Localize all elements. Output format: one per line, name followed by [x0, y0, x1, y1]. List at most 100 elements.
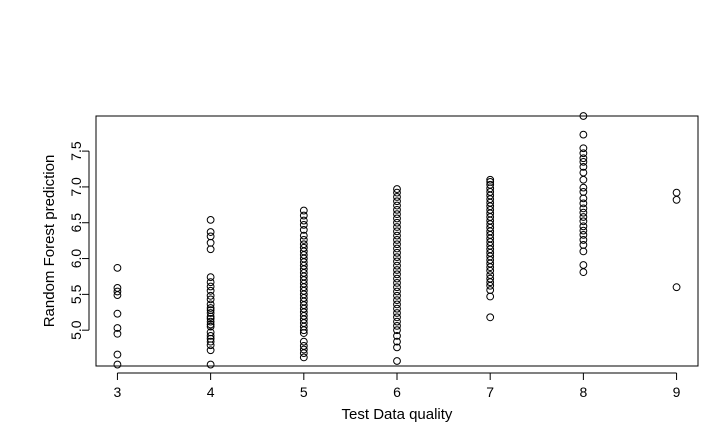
data-point [393, 313, 401, 322]
data-point [393, 214, 401, 223]
data-point [393, 337, 401, 346]
data-point [393, 248, 401, 257]
y-tick-label: 7.5 [68, 141, 84, 161]
data-point [206, 317, 215, 326]
data-point [206, 328, 215, 337]
data-point [393, 227, 401, 236]
data-point [299, 220, 308, 229]
data-point [206, 286, 215, 295]
data-point [393, 261, 401, 270]
data-point [206, 238, 215, 247]
plot-box [95, 115, 699, 367]
data-point [579, 188, 588, 196]
data-point [393, 188, 401, 197]
data-point [206, 337, 215, 346]
data-point [206, 314, 215, 323]
data-point [393, 231, 401, 240]
data-point [393, 317, 401, 326]
data-point [206, 282, 215, 291]
data-point [393, 283, 401, 292]
data-point [206, 322, 215, 331]
data-point [393, 240, 401, 249]
y-tick-label: 5.0 [68, 320, 84, 340]
data-point [113, 309, 122, 318]
x-tick-label: 4 [207, 384, 215, 400]
data-point [113, 287, 122, 296]
data-point [393, 332, 401, 340]
data-point [206, 278, 215, 287]
data-point [393, 223, 401, 231]
data-point [113, 360, 122, 369]
data-point [579, 130, 588, 139]
data-point [393, 304, 401, 313]
data-point [299, 216, 308, 225]
data-point [206, 291, 215, 300]
y-axis: 5.0 5.5 6.0 6.5 7.0 7.5 [68, 141, 90, 340]
data-point [579, 157, 588, 166]
data-point [486, 286, 495, 294]
x-tick-label: 8 [579, 384, 587, 400]
x-axis-title: Test Data quality [342, 406, 453, 423]
y-tick-label: 6.5 [68, 213, 84, 233]
data-point [579, 261, 588, 269]
data-point [393, 185, 401, 193]
data-point [393, 326, 401, 335]
data-point [206, 300, 215, 309]
data-point [393, 291, 401, 300]
data-points [113, 112, 681, 369]
data-point [393, 357, 401, 365]
data-point [579, 199, 588, 208]
data-point [486, 178, 495, 186]
data-point [206, 232, 215, 241]
data-point [206, 320, 215, 329]
data-point [579, 247, 588, 256]
data-point [486, 271, 495, 279]
data-point [486, 292, 495, 301]
data-point [579, 194, 588, 203]
data-point [299, 243, 308, 252]
data-point [393, 309, 401, 317]
data-point [393, 343, 401, 352]
data-point [206, 360, 215, 369]
y-axis-title: Random Forest prediction [41, 155, 58, 328]
y-tick-label: 6.0 [68, 249, 84, 269]
data-point [206, 346, 215, 355]
data-point [579, 149, 588, 158]
data-point [579, 204, 588, 213]
x-axis: 3 4 5 6 7 8 9 [114, 372, 681, 400]
data-point [299, 337, 308, 346]
data-point [299, 236, 308, 244]
data-point [206, 215, 215, 224]
data-point [393, 244, 401, 253]
data-point [299, 226, 308, 234]
data-point [393, 193, 401, 201]
data-point [393, 270, 401, 279]
y-tick-label: 5.5 [68, 284, 84, 304]
data-point [579, 268, 588, 277]
data-point [579, 231, 588, 239]
data-point [206, 273, 215, 282]
data-point [486, 180, 495, 189]
data-point [579, 236, 588, 244]
data-point [206, 306, 215, 315]
data-point [486, 175, 495, 184]
data-point [393, 266, 401, 274]
data-point [299, 353, 308, 362]
data-point [299, 211, 308, 220]
data-point [579, 168, 588, 177]
data-point [579, 112, 588, 120]
data-point [393, 253, 401, 262]
data-point [579, 208, 588, 217]
data-point [672, 283, 681, 292]
data-point [393, 218, 401, 227]
x-tick-label: 7 [486, 384, 494, 400]
data-point [206, 304, 215, 312]
data-point [393, 201, 401, 210]
data-point [206, 309, 215, 317]
data-point [299, 231, 308, 240]
data-point [393, 279, 401, 287]
x-tick-label: 5 [300, 384, 308, 400]
x-tick-label: 6 [393, 384, 401, 400]
data-point [579, 226, 588, 235]
